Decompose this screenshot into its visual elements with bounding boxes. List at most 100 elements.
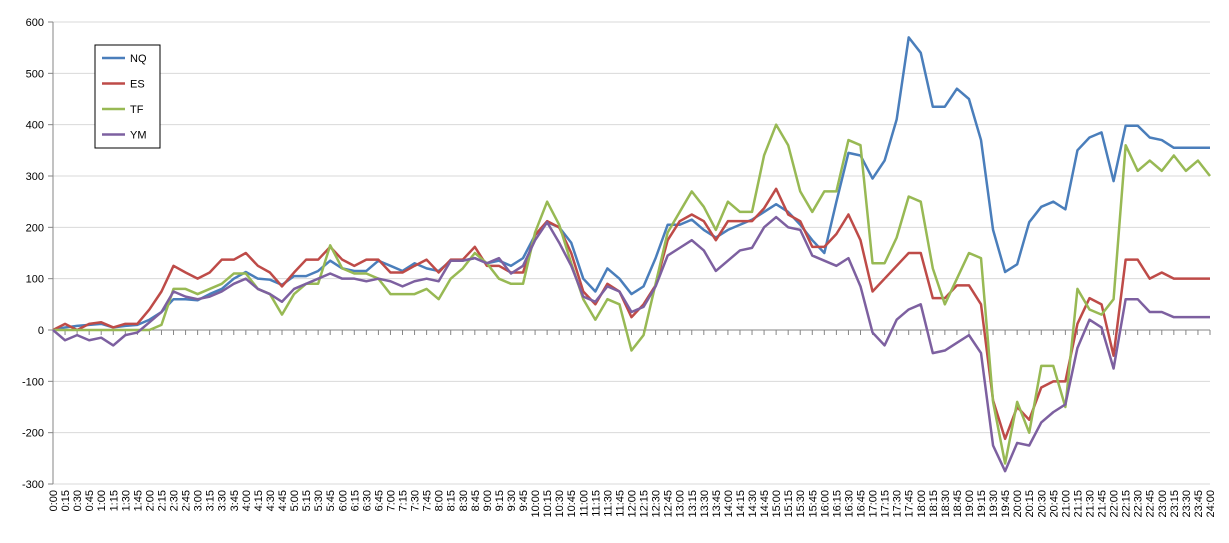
x-tick-label: 4:00 (241, 490, 253, 511)
x-tick-label: 16:00 (819, 490, 831, 518)
x-tick-label: 8:30 (458, 490, 470, 511)
legend-box (94, 44, 161, 149)
x-tick-label: 20:15 (1024, 490, 1036, 518)
x-tick-label: 5:45 (325, 490, 337, 511)
x-tick-label: 11:00 (578, 490, 590, 517)
x-tick-label: 12:45 (663, 490, 675, 518)
x-tick-label: 6:00 (337, 490, 349, 511)
x-tick-label: 23:15 (1169, 490, 1181, 518)
x-tick-label: 22:45 (1145, 490, 1157, 518)
x-tick-label: 22:15 (1121, 490, 1133, 518)
x-tick-label: 20:45 (1048, 490, 1060, 518)
x-tick-label: 22:00 (1109, 490, 1121, 518)
x-tick-label: 11:15 (590, 490, 602, 517)
x-tick-label: 23:00 (1157, 490, 1169, 518)
x-tick-label: 0:45 (84, 490, 96, 511)
x-tick-label: 20:00 (1012, 490, 1024, 518)
x-tick-label: 13:00 (675, 490, 687, 518)
x-tick-label: 19:00 (964, 490, 976, 518)
x-tick-label: 7:45 (422, 490, 434, 511)
x-tick-label: 9:00 (482, 490, 494, 511)
x-tick-label: 6:30 (361, 490, 373, 511)
x-tick-label: 11:30 (602, 490, 614, 517)
x-tick-label: 13:30 (699, 490, 711, 518)
x-tick-label: 9:15 (494, 490, 506, 511)
x-tick-label: 21:30 (1084, 490, 1096, 518)
series-line (52, 187, 1210, 441)
x-tick-label: 1:30 (120, 490, 132, 511)
series-line (53, 123, 1211, 465)
x-tick-label: 8:00 (434, 490, 446, 511)
x-tick-label: 14:30 (747, 490, 759, 518)
legend-label: NQ (130, 53, 147, 65)
x-tick-label: 7:30 (410, 490, 422, 511)
x-tick-label: 19:45 (1000, 490, 1012, 518)
y-tick-label: -200 (22, 428, 44, 440)
x-tick-label: 15:15 (783, 490, 795, 518)
x-tick-label: 18:30 (940, 490, 952, 518)
legend-label: TF (130, 104, 144, 116)
x-tick-label: 7:15 (398, 490, 410, 511)
x-tick-label: 12:00 (627, 490, 639, 518)
x-tick-label: 3:00 (193, 490, 205, 511)
x-tick-label: 15:45 (807, 490, 819, 518)
x-tick-label: 18:45 (952, 490, 964, 518)
x-tick-label: 14:00 (723, 490, 735, 518)
x-tick-label: 2:15 (156, 490, 168, 511)
x-tick-label: 21:15 (1072, 490, 1084, 518)
x-tick-label: 5:00 (289, 490, 301, 511)
x-tick-label: 21:45 (1097, 490, 1109, 518)
x-tick-label: 17:30 (892, 490, 904, 518)
x-tick-label: 3:45 (229, 490, 241, 511)
x-tick-label: 0:30 (72, 490, 84, 511)
x-tick-label: 16:15 (831, 490, 843, 518)
x-tick-label: 2:45 (181, 490, 193, 511)
x-tick-label: 23:45 (1193, 490, 1205, 518)
y-tick-label: -300 (22, 479, 44, 491)
x-tick-label: 24:00 (1205, 490, 1217, 518)
legend-label: ES (130, 79, 145, 91)
x-tick-label: 3:30 (217, 490, 229, 511)
x-tick-label: 4:15 (253, 490, 265, 511)
x-tick-label: 0:15 (60, 490, 72, 511)
y-tick-label: 500 (26, 68, 44, 80)
x-tick-label: 0:00 (48, 490, 60, 511)
x-tick-label: 13:15 (687, 490, 699, 518)
x-tick-label: 2:00 (144, 490, 156, 511)
x-tick-label: 17:15 (880, 490, 892, 518)
y-tick-label: 300 (26, 171, 44, 183)
x-tick-label: 8:15 (446, 490, 458, 511)
series-line (52, 215, 1210, 473)
x-tick-label: 17:45 (904, 490, 916, 518)
x-tick-label: 19:30 (988, 490, 1000, 518)
x-tick-label: 1:00 (96, 490, 108, 511)
x-tick-label: 12:30 (651, 490, 663, 518)
x-tick-label: 20:30 (1036, 490, 1048, 518)
x-tick-label: 4:45 (277, 490, 289, 511)
x-tick-label: 9:45 (518, 490, 530, 511)
x-tick-label: 10:00 (530, 490, 542, 518)
x-tick-label: 10:15 (542, 490, 554, 518)
y-tick-label: 0 (38, 325, 44, 337)
x-tick-label: 1:45 (132, 490, 144, 511)
y-tick-label: 200 (26, 222, 44, 234)
x-tick-label: 15:00 (771, 490, 783, 518)
x-tick-label: 23:30 (1181, 490, 1193, 518)
x-tick-label: 2:30 (169, 490, 181, 511)
x-tick-label: 5:15 (301, 490, 313, 511)
x-tick-label: 11:45 (614, 490, 626, 517)
x-tick-label: 8:45 (470, 490, 482, 511)
x-tick-label: 7:00 (385, 490, 397, 511)
x-tick-label: 19:15 (976, 490, 988, 518)
x-tick-label: 15:30 (795, 490, 807, 518)
x-tick-label: 6:15 (349, 490, 361, 511)
x-tick-label: 1:15 (108, 490, 120, 511)
x-tick-label: 5:30 (313, 490, 325, 511)
x-tick-label: 16:45 (855, 490, 867, 518)
x-tick-label: 10:30 (554, 490, 566, 518)
x-tick-label: 6:45 (373, 490, 385, 511)
x-tick-label: 3:15 (205, 490, 217, 511)
x-tick-label: 18:00 (916, 490, 928, 518)
y-tick-label: 600 (26, 17, 44, 29)
